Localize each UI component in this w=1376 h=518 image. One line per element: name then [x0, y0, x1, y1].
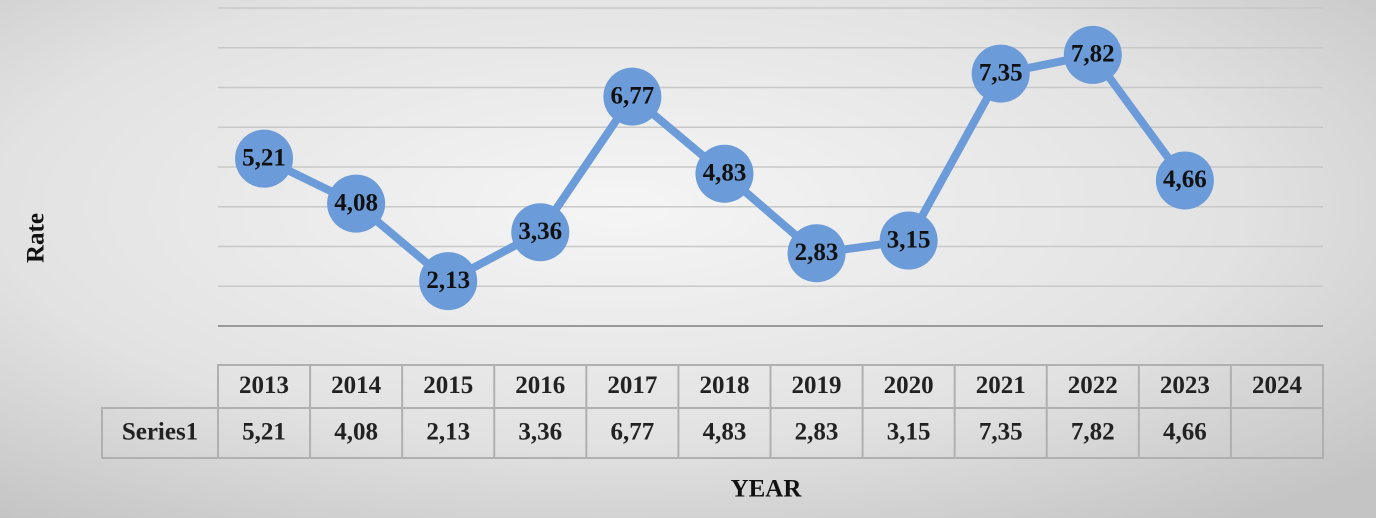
table-data-row	[101, 407, 1324, 459]
data-label: 4,66	[1163, 166, 1207, 193]
table-cell: 3,15	[887, 419, 931, 446]
x-tick-label: 2015	[423, 372, 473, 399]
table-cell: 6,77	[611, 419, 655, 446]
marker	[879, 211, 938, 270]
marker	[419, 252, 478, 311]
marker	[695, 144, 754, 203]
data-label: 2,83	[795, 239, 839, 266]
marker	[327, 174, 386, 233]
x-tick-label: 2018	[699, 372, 749, 399]
x-tick-label: 2021	[976, 372, 1026, 399]
data-label: 4,83	[703, 159, 747, 186]
marker	[787, 224, 846, 283]
table-cell: 2,13	[426, 419, 470, 446]
marker	[1155, 151, 1214, 210]
data-label: 4,08	[334, 189, 378, 216]
marker	[1063, 25, 1122, 84]
x-tick-label: 2024	[1252, 372, 1303, 399]
data-label: 5,21	[242, 144, 286, 171]
x-tick-label: 2022	[1068, 372, 1118, 399]
marker	[511, 203, 570, 262]
x-tick-label: 2013	[239, 372, 289, 399]
marker	[971, 44, 1030, 103]
table-cell: 7,82	[1071, 419, 1115, 446]
data-label: 3,36	[518, 218, 562, 245]
x-tick-label: 2019	[792, 372, 842, 399]
legend-entry: Series1	[122, 419, 198, 446]
x-axis-title: YEAR	[731, 476, 803, 503]
x-tick-label: 2023	[1160, 372, 1210, 399]
table-cell: 4,08	[334, 419, 378, 446]
table-cell: 5,21	[242, 419, 286, 446]
x-tick-label: 2016	[515, 372, 565, 399]
marker	[235, 129, 294, 188]
marker	[603, 67, 662, 126]
table-cell: 7,35	[979, 419, 1023, 446]
table-cell: 2,83	[795, 419, 839, 446]
table-cell: 4,83	[703, 419, 747, 446]
table-cell: 3,36	[518, 419, 562, 446]
y-axis-title: Rate	[23, 213, 50, 263]
x-tick-label: 2017	[607, 372, 657, 399]
data-label: 7,35	[979, 59, 1023, 86]
x-tick-label: 2014	[331, 372, 382, 399]
table-cell: 4,66	[1163, 419, 1207, 446]
x-tick-label: 2020	[884, 372, 934, 399]
data-label: 6,77	[611, 82, 655, 109]
data-label: 2,13	[426, 267, 470, 294]
data-label: 3,15	[887, 226, 931, 253]
data-label: 7,82	[1071, 41, 1115, 68]
